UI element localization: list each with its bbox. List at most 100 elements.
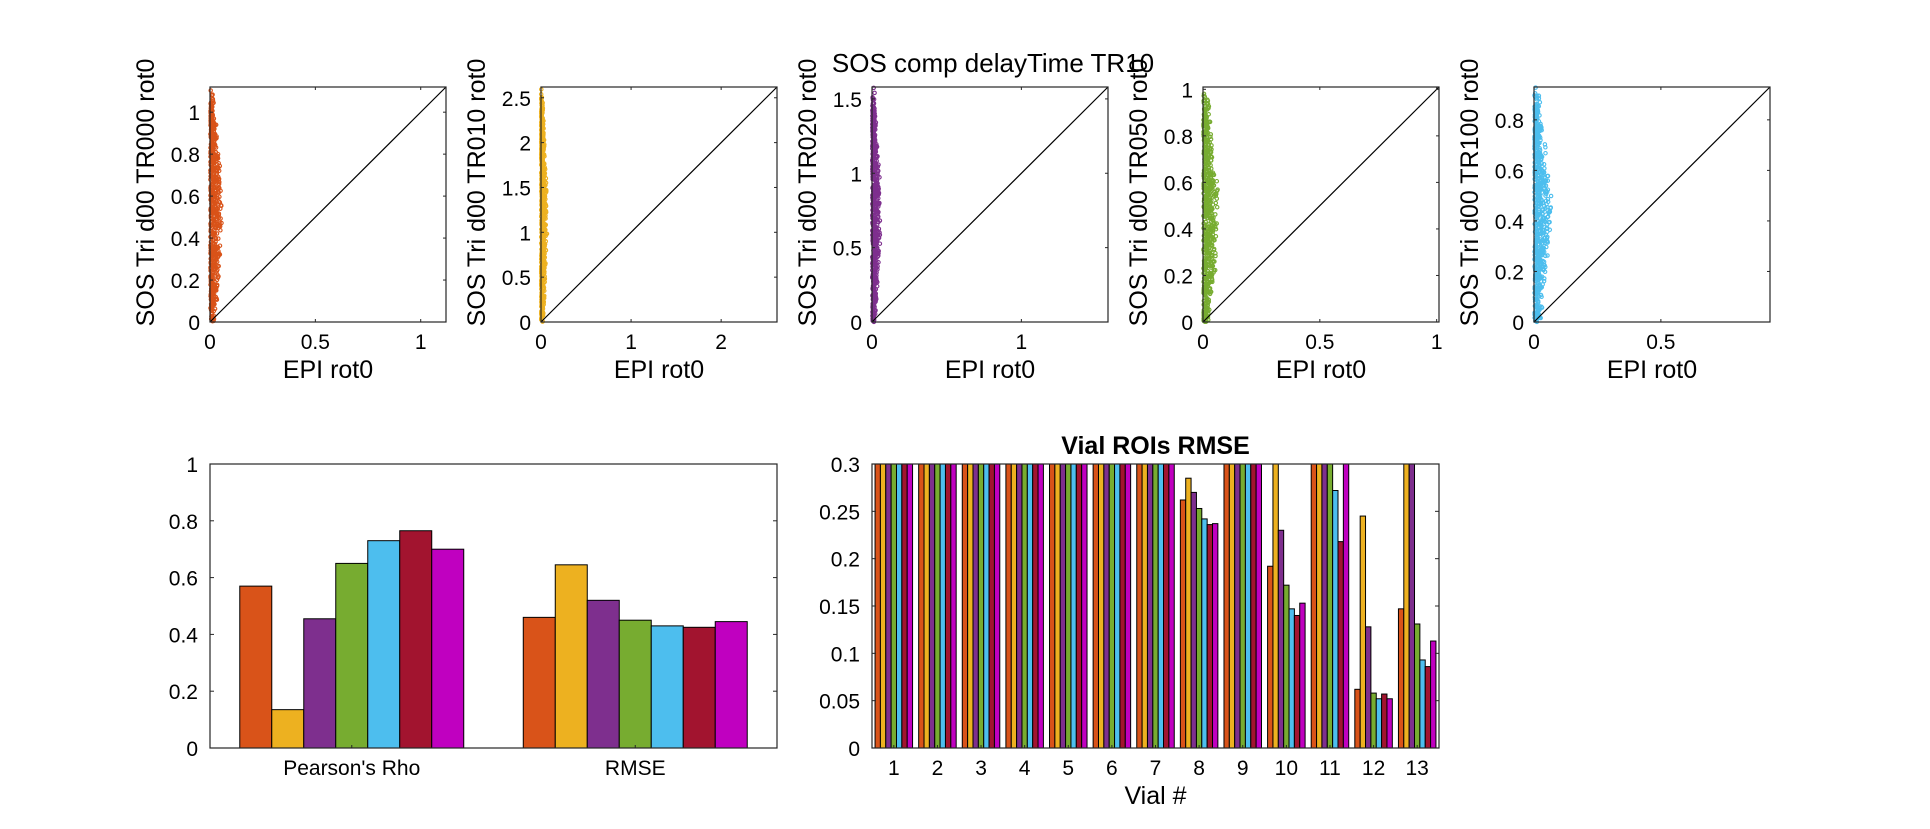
scatter-point [208, 213, 214, 218]
scatter-point [216, 174, 221, 180]
scatter-point [210, 181, 216, 187]
scatter-point [875, 210, 881, 216]
scatter-point [876, 184, 881, 190]
bar [1310, 463, 1318, 749]
scatter-point [873, 244, 879, 250]
bar [1424, 666, 1432, 749]
scatter-point [1541, 170, 1547, 175]
scatter-point [539, 270, 545, 275]
bar [1021, 463, 1028, 749]
x-tick-label: 0.5 [301, 331, 330, 354]
scatter-point [872, 216, 878, 221]
scatter-point [212, 188, 218, 193]
x-tick-label: 1 [888, 757, 900, 780]
scatter-point [211, 171, 217, 176]
x-tick-label: 10 [1275, 757, 1298, 780]
scatter-point [541, 285, 547, 290]
bar [1146, 463, 1154, 749]
scatter-point [217, 185, 222, 191]
y-tick-label: 0.8 [1495, 110, 1524, 133]
scatter-point [1209, 263, 1215, 269]
bar [1016, 463, 1023, 749]
bar [1065, 463, 1072, 749]
scatter-point [539, 119, 545, 124]
vial-rmse-bar-chart: 1 2 3 4 5 6 7 8 9 10 11 12 1300.050.10.150.20.250.3V… [819, 432, 1440, 810]
scatter-point [213, 266, 218, 271]
scatter-point [1534, 184, 1539, 189]
bar [1386, 698, 1393, 749]
scatter-point [213, 259, 218, 264]
scatter-point [1542, 238, 1547, 244]
bar [1299, 602, 1306, 749]
scatter-point [211, 150, 216, 156]
bar [1201, 518, 1208, 749]
bar [554, 564, 588, 749]
bar [1397, 608, 1405, 749]
bar [1326, 463, 1334, 749]
bar [961, 463, 969, 749]
scatter-points [538, 87, 550, 324]
scatter-point [1547, 219, 1552, 225]
bar [1414, 623, 1421, 749]
scatter-point [1537, 261, 1543, 267]
bar [1163, 463, 1170, 749]
scatter-point [872, 194, 877, 199]
scatter-point [1541, 162, 1547, 167]
x-tick-label: 0 [204, 331, 216, 354]
y-tick-label: 0.2 [1164, 265, 1193, 288]
scatter-point [1208, 175, 1214, 181]
scatter-point [1204, 137, 1210, 143]
scatter-point [210, 250, 215, 256]
scatter-point [870, 238, 876, 243]
scatter-point [1214, 221, 1219, 226]
x-axis-label: EPI rot0 [945, 356, 1035, 384]
scatter-point [210, 130, 215, 135]
scatter-point [1532, 145, 1537, 151]
bar [522, 616, 556, 749]
y-tick-label: 0.4 [1164, 219, 1194, 242]
scatter-point [216, 160, 221, 166]
scatter-point [217, 221, 222, 226]
scatter-point [1204, 203, 1210, 208]
bar [1332, 490, 1339, 749]
scatter-point [872, 167, 878, 172]
scatter-point [210, 101, 215, 106]
bar [1283, 584, 1290, 749]
x-tick-label: 7 [1150, 757, 1162, 780]
bar [928, 463, 936, 749]
scatter-point [212, 186, 217, 191]
scatter-point [1542, 269, 1548, 275]
scatter-point [541, 231, 547, 237]
scatter-point [1209, 206, 1215, 212]
bar [1316, 463, 1323, 749]
scatter-point [1535, 160, 1540, 165]
scatter-point [873, 149, 879, 155]
scatter-point [1536, 164, 1542, 169]
scatter-point [210, 116, 215, 122]
scatter-point [541, 171, 546, 176]
scatter-point [539, 241, 545, 247]
scatter-point [210, 300, 216, 305]
y-tick-label: 1 [850, 163, 862, 186]
bar [714, 621, 748, 749]
scatter-point [214, 195, 220, 201]
y-tick-label: 0 [188, 312, 200, 335]
scatter-point [1536, 211, 1541, 217]
scatter-point [1205, 97, 1210, 103]
scatter-point [1537, 135, 1543, 140]
scatter-point [1201, 123, 1207, 128]
scatter-point [1205, 198, 1211, 204]
bar [1005, 463, 1012, 749]
bar [1370, 692, 1377, 749]
bar [1168, 463, 1175, 749]
scatter-point [870, 114, 876, 120]
scatter-point [213, 235, 218, 241]
scatter-point [214, 208, 219, 214]
bar [1228, 463, 1236, 749]
bar [1103, 463, 1110, 749]
bar [1037, 463, 1044, 749]
scatter-point [1548, 205, 1554, 210]
x-tick-label: 0 [1528, 331, 1540, 354]
scatter-point [1534, 248, 1540, 254]
bar [1190, 491, 1197, 749]
